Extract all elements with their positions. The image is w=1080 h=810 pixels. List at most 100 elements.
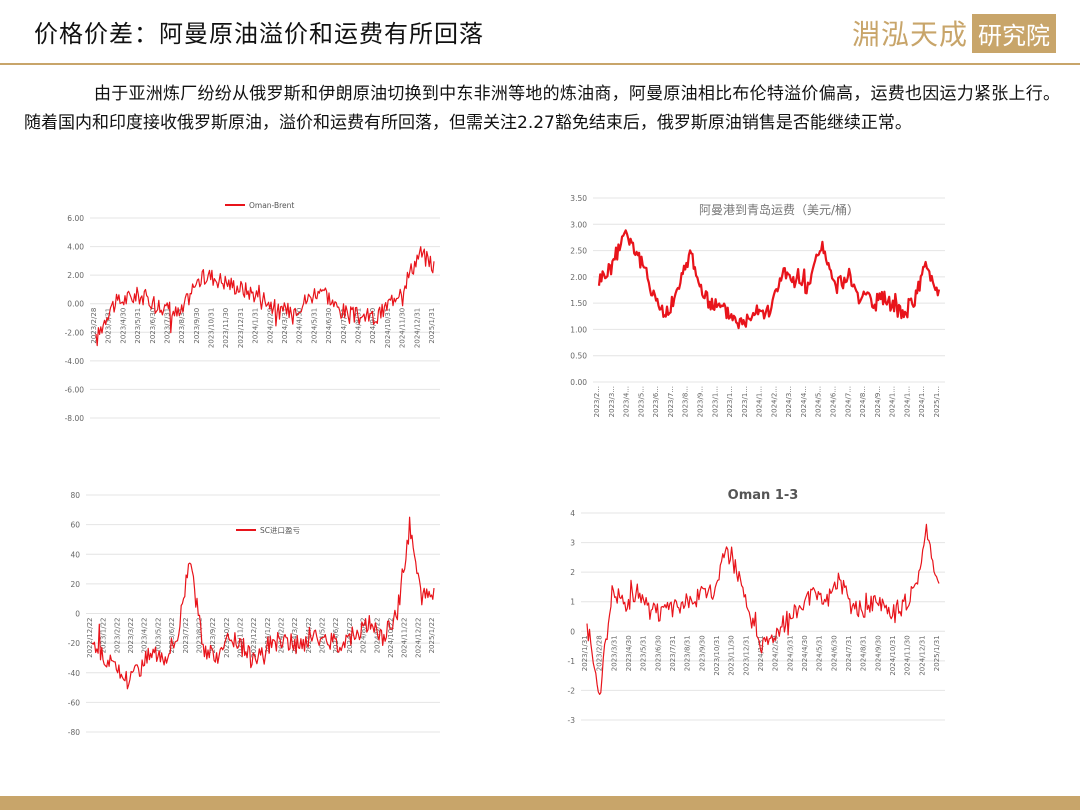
x-tick-label: 2024/5... bbox=[815, 386, 823, 417]
brand-logo: 淵泓天成 研究院 bbox=[852, 13, 1056, 53]
header-divider bbox=[0, 63, 1080, 65]
y-tick-label: 3.00 bbox=[570, 220, 587, 229]
x-tick-label: 2024/3/22 bbox=[291, 618, 299, 654]
x-tick-label: 2023/6/30 bbox=[654, 635, 662, 671]
x-tick-label: 2023/10/31 bbox=[713, 635, 721, 675]
y-tick-label: -2 bbox=[568, 686, 576, 695]
x-tick-label: 2025/1/31 bbox=[428, 308, 436, 344]
y-tick-label: 4 bbox=[570, 509, 575, 518]
x-tick-label: 2023/3/31 bbox=[610, 635, 618, 671]
x-tick-label: 2024/5/31 bbox=[816, 635, 824, 671]
y-tick-label: -4.00 bbox=[65, 357, 85, 366]
x-tick-label: 2023/3/31 bbox=[105, 308, 113, 344]
x-tick-label: 2023/12/31 bbox=[742, 635, 750, 675]
x-tick-label: 2023/7/22 bbox=[182, 618, 190, 654]
x-tick-label: 2024/8/22 bbox=[360, 618, 368, 654]
x-tick-label: 2024/1... bbox=[889, 386, 897, 417]
page-title: 价格价差：阿曼原油溢价和运费有所回落 bbox=[34, 20, 484, 48]
x-tick-label: 2024/10/22 bbox=[387, 618, 395, 658]
y-tick-label: -6.00 bbox=[65, 385, 85, 394]
y-tick-label: 80 bbox=[70, 491, 80, 500]
x-tick-label: 2024/1... bbox=[903, 386, 911, 417]
x-tick-label: 2023/4/22 bbox=[141, 618, 149, 654]
x-tick-label: 2023/5... bbox=[637, 386, 645, 417]
x-tick-label: 2024/3/31 bbox=[786, 635, 794, 671]
x-tick-label: 2023/4... bbox=[623, 386, 631, 417]
y-tick-label: 2.00 bbox=[570, 273, 587, 282]
x-tick-label: 2023/5/31 bbox=[134, 308, 142, 344]
legend-label: SC进口盈亏 bbox=[260, 526, 300, 535]
x-tick-label: 2023/7... bbox=[667, 386, 675, 417]
x-tick-label: 2024/9/30 bbox=[874, 635, 882, 671]
x-tick-label: 2023/5/22 bbox=[154, 618, 162, 654]
x-tick-label: 2023/11/22 bbox=[236, 618, 244, 658]
y-tick-label: 3 bbox=[570, 539, 575, 548]
chart-title: Oman 1-3 bbox=[728, 488, 799, 503]
chart-svg: -80 -60 -40 -20 0 20 40 60 80 2022/12/22 2023/1/22… bbox=[68, 491, 440, 737]
x-tick-label: 2024/1/31 bbox=[252, 308, 260, 344]
x-tick-label: 2024/3/31 bbox=[281, 308, 289, 344]
y-tick-label: 2.50 bbox=[570, 247, 587, 256]
oman-1-3-chart: -3 -2 -1 0 1 2 3 4 2023/1/31 2023/2/28 2023/3/31 20… bbox=[555, 485, 955, 750]
x-tick-label: 2024/8... bbox=[859, 386, 867, 417]
x-tick-label: 2024/11/22 bbox=[401, 618, 409, 658]
x-tick-label: 2023/10/31 bbox=[208, 308, 216, 348]
x-tick-label: 2024/4/30 bbox=[801, 635, 809, 671]
x-tick-label: 2023/1/31 bbox=[581, 635, 589, 671]
chart-svg: -3 -2 -1 0 1 2 3 4 2023/1/31 2023/2/28 2023/3/31 20… bbox=[568, 488, 945, 725]
x-tick-label: 2024/6... bbox=[830, 386, 838, 417]
y-tick-label: 3.50 bbox=[570, 194, 587, 203]
y-tick-label: 0.50 bbox=[570, 352, 587, 361]
y-tick-label: -80 bbox=[68, 728, 80, 737]
x-tick-label: 2024/5/22 bbox=[319, 618, 327, 654]
footer-bar bbox=[0, 796, 1080, 810]
x-tick-label: 2024/9... bbox=[874, 386, 882, 417]
x-tick-label: 2024/2... bbox=[770, 386, 778, 417]
x-tick-label: 2023/1/22 bbox=[100, 618, 108, 654]
x-tick-label: 2023/9/30 bbox=[193, 308, 201, 344]
x-tick-label: 2024/11/30 bbox=[904, 635, 912, 675]
x-tick-label: 2023/9/22 bbox=[209, 618, 217, 654]
x-tick-label: 2024/6/30 bbox=[830, 635, 838, 671]
series-line bbox=[586, 523, 940, 695]
x-tick-label: 2023/3/22 bbox=[127, 618, 135, 654]
y-tick-label: 60 bbox=[70, 521, 80, 530]
y-tick-label: 0 bbox=[570, 627, 575, 636]
x-tick-label: 2024/9/30 bbox=[369, 308, 377, 344]
x-tick-label: 2023/6/30 bbox=[149, 308, 157, 344]
x-tick-label: 2024/3... bbox=[785, 386, 793, 417]
x-tick-label: 2023/2/28 bbox=[90, 308, 98, 344]
series-line bbox=[95, 246, 435, 347]
chart-title: 阿曼港到青岛运费（美元/桶） bbox=[699, 202, 859, 217]
x-tick-label: 2023/6... bbox=[652, 386, 660, 417]
x-tick-label: 2023/2/28 bbox=[596, 635, 604, 671]
x-tick-label: 2025/1... bbox=[933, 386, 941, 417]
series-line bbox=[597, 229, 941, 330]
x-tick-label: 2024/12/31 bbox=[918, 635, 926, 675]
x-tick-label: 2023/2... bbox=[593, 386, 601, 417]
x-tick-label: 2023/7/31 bbox=[163, 308, 171, 344]
x-tick-label: 2024/7... bbox=[844, 386, 852, 417]
y-tick-label: -40 bbox=[68, 669, 80, 678]
y-tick-label: -2.00 bbox=[65, 328, 85, 337]
x-tick-label: 2022/12/22 bbox=[86, 618, 94, 658]
x-tick-label: 2023/8/22 bbox=[195, 618, 203, 654]
x-tick-label: 2025/1/31 bbox=[933, 635, 941, 671]
series-line bbox=[91, 516, 435, 690]
y-tick-label: 0 bbox=[75, 610, 80, 619]
x-tick-label: 2023/4/30 bbox=[625, 635, 633, 671]
y-tick-label: 1.50 bbox=[570, 299, 587, 308]
x-tick-label: 2024/1... bbox=[756, 386, 764, 417]
y-tick-label: 0.00 bbox=[67, 300, 84, 309]
x-tick-label: 2024/2/29 bbox=[772, 635, 780, 671]
x-tick-label: 2023/11/30 bbox=[728, 635, 736, 675]
x-tick-label: 2023/11/30 bbox=[222, 308, 230, 348]
x-tick-label: 2024/7/31 bbox=[845, 635, 853, 671]
y-tick-label: 1.00 bbox=[570, 325, 587, 334]
y-tick-label: -3 bbox=[568, 716, 576, 725]
y-tick-label: 20 bbox=[70, 580, 80, 589]
x-tick-label: 2023/1... bbox=[726, 386, 734, 417]
x-tick-label: 2023/9... bbox=[696, 386, 704, 417]
y-tick-label: -20 bbox=[68, 639, 80, 648]
logo-badge: 研究院 bbox=[972, 13, 1056, 53]
